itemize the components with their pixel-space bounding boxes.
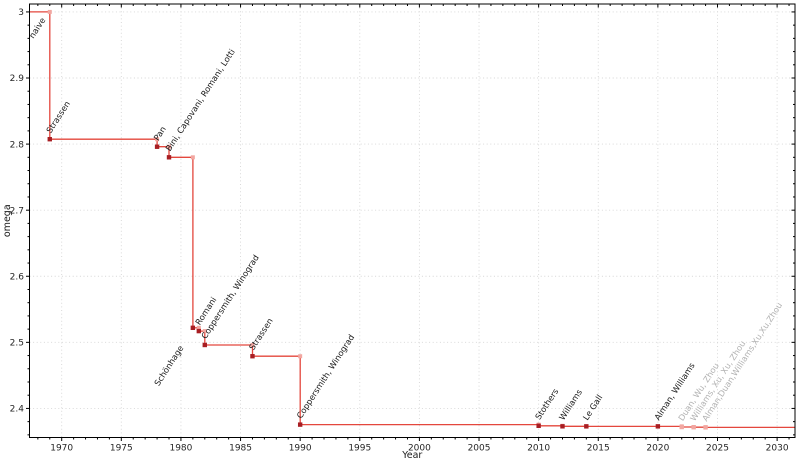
- y-tick-label: 3: [18, 8, 24, 18]
- x-tick-label: 1995: [348, 444, 371, 454]
- point-label: Schönhage: [152, 343, 186, 387]
- data-point-marker: [536, 423, 541, 429]
- omega-step-line: [29, 11, 795, 429]
- point-label: Strassen: [247, 316, 275, 352]
- data-point-marker: [47, 137, 52, 142]
- point-label: Strassen: [44, 99, 72, 135]
- point-label: Le Gall: [581, 393, 605, 422]
- data-point-marker: [196, 328, 202, 334]
- point-label: Coppersmith, Winograd: [294, 332, 356, 420]
- data-point-marker: [190, 325, 196, 331]
- x-tick-label: 2020: [646, 444, 669, 454]
- x-tick-label: 2025: [706, 444, 729, 454]
- data-point-marker: [166, 155, 172, 160]
- x-tick-label: 1970: [50, 444, 73, 454]
- series-layer: [29, 9, 795, 430]
- x-tick-label: 2030: [766, 444, 789, 454]
- data-point-marker: [655, 424, 661, 429]
- y-tick-label: 2.4: [10, 405, 25, 415]
- step-corner-marker: [167, 144, 172, 149]
- y-tick-label: 2.5: [10, 339, 24, 349]
- x-tick-label: 1980: [169, 444, 192, 454]
- y-axis-title: omega: [2, 204, 13, 237]
- y-tick-label: 2.7: [10, 206, 24, 216]
- point-label: Bini, Capovani, Romani, Lotti: [163, 47, 237, 153]
- data-point-marker: [154, 144, 160, 149]
- x-tick-label: 2010: [527, 444, 550, 454]
- point-label: Pan: [151, 124, 168, 142]
- y-tick-label: 2.9: [10, 74, 25, 84]
- data-point-marker: [297, 422, 303, 427]
- data-point-marker: [250, 354, 255, 359]
- data-point-marker: [703, 425, 708, 430]
- x-tick-label: 1985: [229, 444, 252, 454]
- point-label: Williams, Xu, Xu, Zhou: [688, 339, 747, 423]
- x-tick-label: 1975: [110, 444, 133, 454]
- grid-layer: [29, 4, 795, 438]
- y-tick-label: 2.6: [10, 272, 25, 282]
- data-point-marker: [679, 424, 684, 430]
- data-point-marker: [202, 342, 207, 348]
- step-corner-marker: [298, 354, 303, 359]
- step-corner-marker: [196, 325, 201, 330]
- y-tick-label: 2.8: [10, 140, 25, 150]
- data-point-marker: [691, 425, 696, 430]
- step-corner-marker: [250, 342, 255, 347]
- x-tick-label: 2015: [587, 444, 610, 454]
- step-corner-marker: [155, 137, 160, 142]
- step-corner-marker: [47, 9, 52, 14]
- data-point-marker: [584, 424, 589, 429]
- step-corner-marker: [190, 155, 195, 160]
- x-tick-label: 1990: [289, 444, 312, 454]
- step-corner-marker: [202, 329, 207, 334]
- axis-layer: 1970 1975 1980 1985 1990 1995 2000 2005 2010 2015…: [10, 3, 796, 454]
- x-tick-label: 2000: [408, 444, 431, 454]
- x-axis-title: Year: [401, 450, 422, 460]
- x-tick-label: 2005: [468, 444, 491, 454]
- data-point-marker: [560, 424, 565, 429]
- plot-border: [29, 3, 796, 438]
